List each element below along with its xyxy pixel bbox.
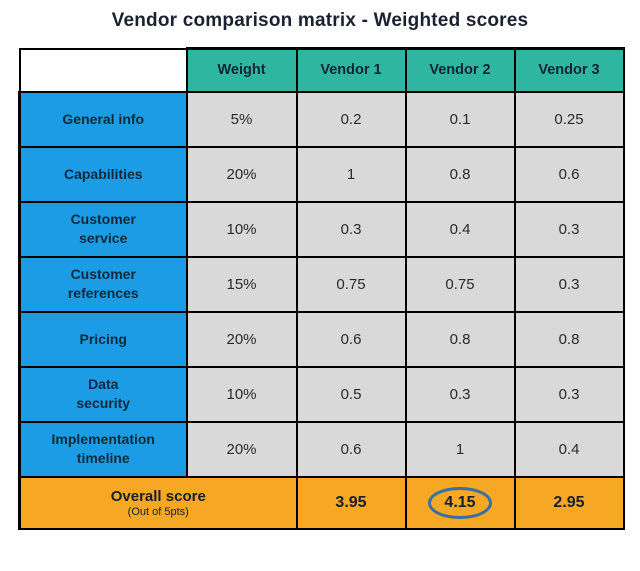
category-cell: Capabilities <box>18 145 188 203</box>
weight-cell: 15% <box>185 255 298 313</box>
score-cell: 0.6 <box>295 420 407 478</box>
overall-score-label-cell: Overall score (Out of 5pts) <box>18 475 298 530</box>
overall-score-vendor-3: 2.95 <box>513 475 625 530</box>
score-cell: 0.8 <box>404 145 516 203</box>
score-cell: 0.3 <box>295 200 407 258</box>
score-cell: 0.8 <box>404 310 516 368</box>
category-cell: General info <box>18 90 188 148</box>
overall-score-sublabel: (Out of 5pts) <box>127 505 189 518</box>
score-cell: 0.4 <box>404 200 516 258</box>
overall-row: Overall score (Out of 5pts) 3.95 4.15 2.… <box>18 475 625 530</box>
score-cell: 0.3 <box>513 200 625 258</box>
overall-score-label: Overall score <box>110 487 206 505</box>
vendor-2-column-header: Vendor 2 <box>404 47 516 93</box>
weight-column-header: Weight <box>185 47 298 93</box>
overall-score-vendor-1: 3.95 <box>295 475 407 530</box>
table-row: Pricing 20% 0.6 0.8 0.8 <box>18 310 625 368</box>
weight-cell: 5% <box>185 90 298 148</box>
highlight-ellipse: 4.15 <box>428 486 492 519</box>
score-cell: 0.4 <box>513 420 625 478</box>
weight-cell: 20% <box>185 310 298 368</box>
table-row: Implementation timeline 20% 0.6 1 0.4 <box>18 420 625 478</box>
score-cell: 0.75 <box>404 255 516 313</box>
category-cell: Data security <box>18 365 188 423</box>
score-cell: 0.5 <box>295 365 407 423</box>
score-cell: 0.1 <box>404 90 516 148</box>
category-cell: Customer service <box>18 200 188 258</box>
score-cell: 0.6 <box>295 310 407 368</box>
vendor-3-column-header: Vendor 3 <box>513 47 625 93</box>
score-cell: 0.75 <box>295 255 407 313</box>
overall-score-vendor-2: 4.15 <box>404 475 516 530</box>
score-cell: 0.3 <box>513 255 625 313</box>
score-cell: 0.25 <box>513 90 625 148</box>
score-cell: 0.6 <box>513 145 625 203</box>
score-cell: 0.2 <box>295 90 407 148</box>
table-row: Capabilities 20% 1 0.8 0.6 <box>18 145 625 203</box>
table-row: Data security 10% 0.5 0.3 0.3 <box>18 365 625 423</box>
table-row: Customer service 10% 0.3 0.4 0.3 <box>18 200 625 258</box>
score-cell: 1 <box>404 420 516 478</box>
weight-cell: 20% <box>185 420 298 478</box>
corner-cell <box>18 47 188 93</box>
score-cell: 1 <box>295 145 407 203</box>
table-row: Customer references 15% 0.75 0.75 0.3 <box>18 255 625 313</box>
weight-cell: 10% <box>185 365 298 423</box>
weight-cell: 10% <box>185 200 298 258</box>
score-cell: 0.3 <box>404 365 516 423</box>
score-cell: 0.3 <box>513 365 625 423</box>
header-row: Weight Vendor 1 Vendor 2 Vendor 3 <box>18 47 625 93</box>
vendor-1-column-header: Vendor 1 <box>295 47 407 93</box>
comparison-table: Weight Vendor 1 Vendor 2 Vendor 3 Genera… <box>18 47 625 530</box>
category-cell: Customer references <box>18 255 188 313</box>
table-row: General info 5% 0.2 0.1 0.25 <box>18 90 625 148</box>
category-cell: Pricing <box>18 310 188 368</box>
page-title: Vendor comparison matrix - Weighted scor… <box>111 10 529 31</box>
category-cell: Implementation timeline <box>18 420 188 478</box>
weight-cell: 20% <box>185 145 298 203</box>
score-cell: 0.8 <box>513 310 625 368</box>
